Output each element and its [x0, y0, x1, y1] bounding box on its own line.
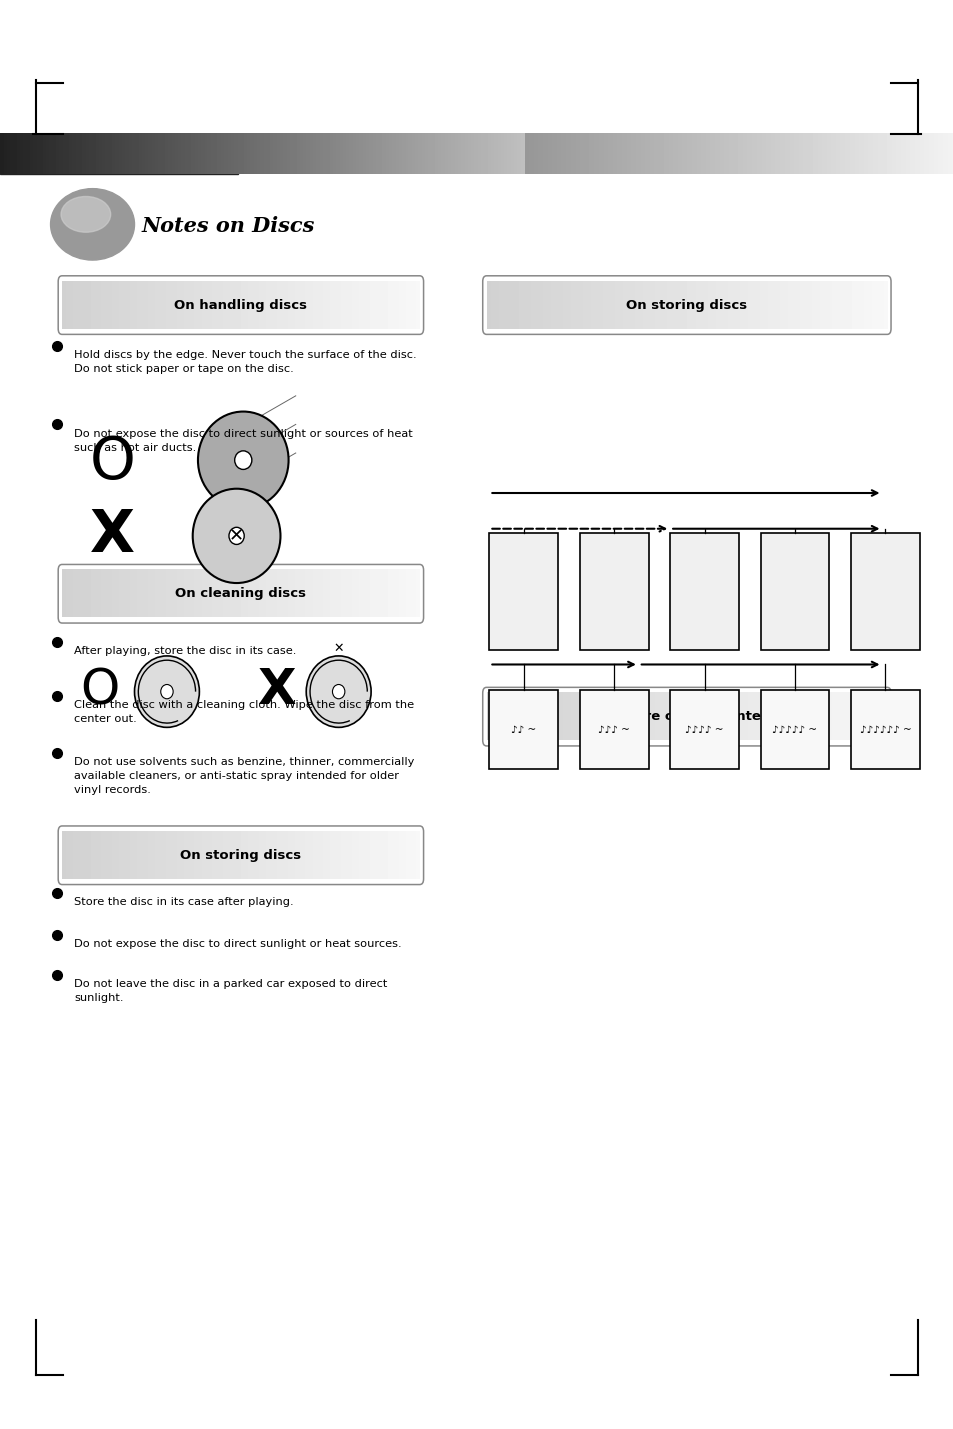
Text: Structure of disc contents: Structure of disc contents — [589, 710, 783, 723]
Text: On storing discs: On storing discs — [626, 299, 746, 312]
Text: O: O — [80, 666, 120, 714]
Ellipse shape — [306, 656, 371, 727]
Ellipse shape — [160, 684, 172, 699]
Bar — [760, 690, 828, 769]
Text: On handling discs: On handling discs — [174, 299, 307, 312]
Bar — [670, 533, 739, 650]
Bar — [579, 690, 648, 769]
Text: X: X — [90, 507, 135, 564]
Text: Do not expose the disc to direct sunlight or heat sources.: Do not expose the disc to direct sunligh… — [74, 939, 401, 949]
Text: On storing discs: On storing discs — [180, 849, 301, 862]
Text: ♪♪♪♪ ~: ♪♪♪♪ ~ — [684, 725, 723, 735]
Text: ♪♪♪ ~: ♪♪♪ ~ — [598, 725, 630, 735]
Text: O: O — [90, 434, 135, 492]
Ellipse shape — [134, 656, 199, 727]
Text: ✕: ✕ — [229, 527, 244, 544]
Text: ♪♪♪♪♪♪ ~: ♪♪♪♪♪♪ ~ — [859, 725, 910, 735]
Text: Do not leave the disc in a parked car exposed to direct
sunlight.: Do not leave the disc in a parked car ex… — [74, 979, 387, 1003]
Bar — [670, 690, 739, 769]
Bar — [489, 533, 558, 650]
Text: ♪♪♪♪♪ ~: ♪♪♪♪♪ ~ — [772, 725, 817, 735]
Text: After playing, store the disc in its case.: After playing, store the disc in its cas… — [74, 646, 296, 656]
Text: On cleaning discs: On cleaning discs — [175, 587, 306, 600]
Text: Clean the disc with a cleaning cloth. Wipe the disc from the
center out.: Clean the disc with a cleaning cloth. Wi… — [74, 700, 415, 725]
Text: X: X — [257, 666, 295, 714]
Ellipse shape — [332, 684, 345, 699]
Text: Notes on Discs: Notes on Discs — [141, 216, 314, 236]
Ellipse shape — [51, 189, 134, 260]
Bar — [489, 690, 558, 769]
Ellipse shape — [61, 197, 111, 233]
Text: Hold discs by the edge. Never touch the surface of the disc.
Do not stick paper : Hold discs by the edge. Never touch the … — [74, 350, 416, 374]
Ellipse shape — [234, 450, 252, 469]
Text: Do not use solvents such as benzine, thinner, commercially
available cleaners, o: Do not use solvents such as benzine, thi… — [74, 757, 415, 796]
Ellipse shape — [229, 527, 244, 544]
Ellipse shape — [193, 489, 280, 583]
Text: Do not expose the disc to direct sunlight or sources of heat
such as hot air duc: Do not expose the disc to direct sunligh… — [74, 429, 413, 453]
Bar — [850, 690, 919, 769]
Bar — [760, 533, 828, 650]
Ellipse shape — [197, 412, 288, 509]
Bar — [579, 533, 648, 650]
Text: ♪♪ ~: ♪♪ ~ — [511, 725, 536, 735]
Text: ✕: ✕ — [333, 642, 344, 656]
Bar — [0, 134, 238, 174]
Text: Store the disc in its case after playing.: Store the disc in its case after playing… — [74, 897, 294, 907]
Bar — [850, 533, 919, 650]
